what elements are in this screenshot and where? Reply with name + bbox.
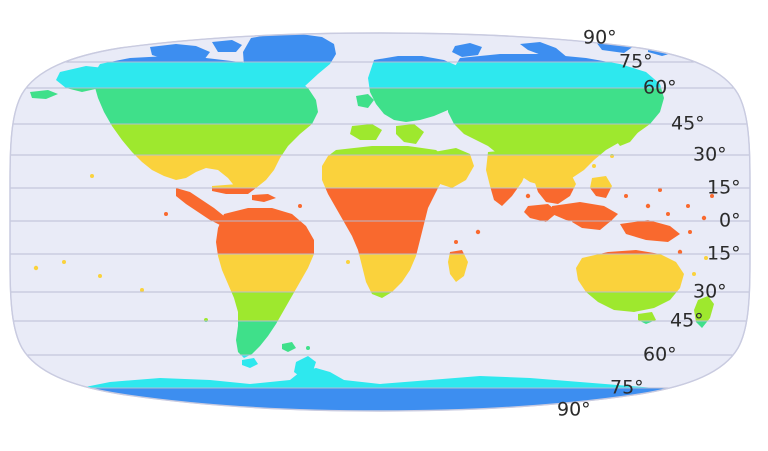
island-dot — [260, 164, 264, 168]
latitude-label-90s: 90° — [557, 399, 591, 421]
island-dot — [90, 174, 94, 178]
landmass-antarctica — [28, 368, 740, 411]
island-dot — [624, 194, 628, 198]
latitude-label-0: 0° — [719, 210, 741, 232]
landmass-philippines — [590, 176, 612, 198]
latitude-label-group: 90° 75° 60° 45° 30° 15° 0° 15° 30° 45° 6… — [557, 27, 741, 421]
landmass-madagascar — [448, 250, 468, 282]
island-dot — [636, 284, 640, 288]
island-dot — [645, 203, 651, 209]
latitude-label-60n: 60° — [643, 77, 677, 99]
island-dot — [704, 256, 708, 260]
landmass-tierra-del-fuego — [242, 358, 258, 368]
latitude-label-15n: 15° — [707, 177, 741, 199]
island-dot — [692, 272, 696, 276]
island-dot — [298, 204, 302, 208]
island-dot — [658, 188, 662, 192]
landmass-antarctic-peninsula — [294, 356, 316, 378]
island-dot — [592, 164, 596, 168]
latitude-label-75s: 75° — [610, 377, 644, 399]
latitude-label-75n: 75° — [619, 51, 653, 73]
landmass-new-zealand — [694, 296, 714, 328]
graticule-group — [10, 61, 750, 389]
island-dot — [546, 210, 550, 214]
latitude-label-45n: 45° — [671, 113, 705, 135]
island-dot — [436, 182, 440, 186]
landmass-alaska — [56, 66, 110, 92]
landmass-italy-balkans — [396, 124, 424, 144]
island-dot — [454, 240, 458, 244]
latitude-label-30s: 30° — [693, 281, 727, 303]
landmass-svalbard — [452, 43, 482, 57]
island-dot — [256, 342, 260, 346]
island-dot — [33, 265, 39, 271]
landmass-caribbean — [212, 184, 256, 194]
landmass-hispaniola — [252, 194, 276, 202]
landmass-sumatra — [524, 204, 558, 222]
island-dot — [525, 193, 531, 199]
island-dot — [164, 212, 168, 216]
landmass-japan — [614, 112, 644, 146]
landmass-africa — [322, 146, 448, 298]
island-dot — [677, 249, 683, 255]
landmass-new-guinea — [620, 220, 680, 242]
landmass-arctic-islet-a — [212, 40, 242, 52]
island-dot — [710, 194, 714, 198]
island-dot — [688, 230, 692, 234]
island-dot — [140, 288, 144, 292]
island-dot — [475, 229, 481, 235]
landmass-british-isles — [356, 94, 374, 108]
latitude-label-90n: 90° — [583, 27, 617, 49]
latitude-label-30n: 30° — [693, 144, 727, 166]
island-dot — [686, 204, 690, 208]
island-dot — [306, 346, 310, 350]
landmass-southeast-asia — [534, 166, 576, 204]
landmass-australia — [576, 250, 684, 312]
island-dot — [666, 212, 670, 216]
landmass-iberia — [350, 124, 382, 140]
landmass-aleutian-islets — [30, 90, 58, 99]
landmass-south-georgia — [282, 342, 296, 352]
landmass-europe — [368, 56, 472, 122]
island-dot — [62, 260, 66, 264]
latitude-label-45s: 45° — [670, 310, 704, 332]
island-dot — [98, 274, 102, 278]
island-dot — [701, 215, 707, 221]
landmass-india — [486, 150, 528, 206]
latitude-label-60s: 60° — [643, 344, 677, 366]
island-dot — [658, 266, 662, 270]
island-dot — [346, 260, 350, 264]
latitude-label-15s: 15° — [707, 243, 741, 265]
landmass-central-america — [176, 188, 230, 226]
